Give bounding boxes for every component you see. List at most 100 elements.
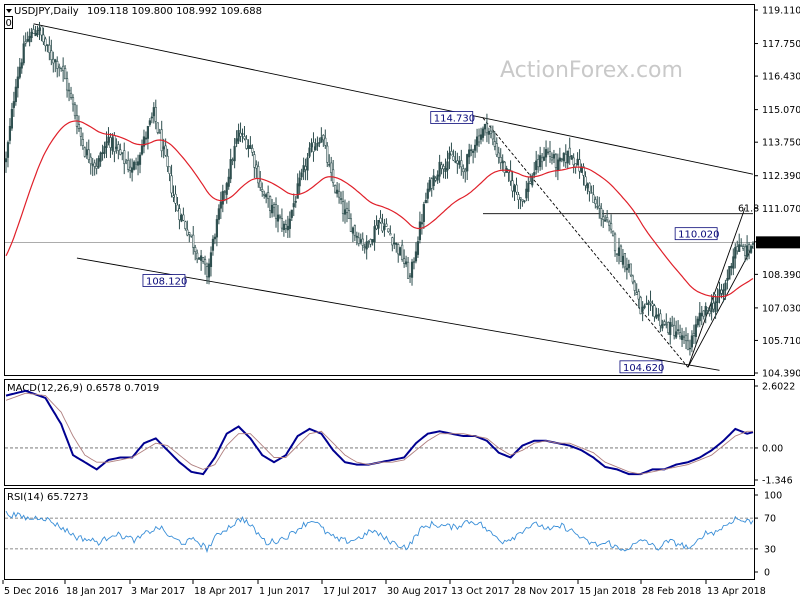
candle-body <box>229 159 232 180</box>
candle-body <box>123 150 126 164</box>
candle-body <box>730 265 733 268</box>
candle-body <box>592 194 595 203</box>
candle-body <box>665 324 668 326</box>
candle-body <box>533 172 536 176</box>
candle-body <box>383 226 386 230</box>
candle-body <box>105 141 108 148</box>
candle-body <box>263 193 266 196</box>
candle-body <box>95 166 98 169</box>
candle-body <box>146 126 150 139</box>
candle-body <box>389 233 392 236</box>
annotation-box <box>430 111 474 124</box>
candle-body <box>740 245 743 247</box>
candle-body <box>373 226 376 243</box>
candle-body <box>64 68 67 80</box>
candle-body <box>716 297 719 303</box>
candle-body <box>568 147 571 157</box>
candle-body <box>16 76 19 89</box>
candle-body <box>515 184 518 193</box>
candle-body <box>131 167 134 173</box>
candle-body <box>458 160 461 165</box>
candle-body <box>255 164 258 169</box>
candle-body <box>330 162 333 173</box>
candle-body <box>473 144 477 151</box>
candle-body <box>708 310 711 315</box>
candle-body <box>406 261 410 279</box>
candle-body <box>444 168 447 173</box>
candle-body <box>426 188 429 199</box>
candle-body <box>357 237 360 244</box>
candle-body <box>304 166 307 170</box>
candle-body <box>609 223 613 230</box>
candle-body <box>588 182 591 192</box>
candle-body <box>353 225 356 236</box>
candle-body <box>239 132 242 137</box>
date-tick-label: 18 Jan 2017 <box>66 586 123 597</box>
candle-body <box>272 204 276 208</box>
candle-body <box>34 33 37 37</box>
watermark: ActionForex.com <box>500 58 683 83</box>
candle-body <box>162 146 165 150</box>
candle-body <box>499 157 502 163</box>
candle-body <box>598 205 601 209</box>
top-left-marker: 0 <box>6 18 12 29</box>
candle-body <box>657 314 660 317</box>
candle-body <box>125 160 128 164</box>
rsi-title: RSI(14) 65.7273 <box>7 492 88 503</box>
fibo-projection-line <box>482 117 689 368</box>
candle-body <box>454 161 457 163</box>
collapse-arrow-icon[interactable] <box>6 9 12 13</box>
candle-body <box>501 160 504 164</box>
candle-body <box>164 145 167 156</box>
candle-body <box>334 185 337 193</box>
candle-body <box>6 142 10 158</box>
candle-body <box>576 158 579 166</box>
candle-body <box>278 215 282 218</box>
candle-body <box>649 301 652 303</box>
candle-body <box>393 242 396 245</box>
candle-body <box>428 180 431 191</box>
candle-body <box>416 241 420 255</box>
candle-body <box>690 335 694 348</box>
candle-body <box>178 208 181 221</box>
candle-body <box>91 164 94 166</box>
candle-body <box>148 120 151 125</box>
candle-body <box>639 297 642 315</box>
candle-body <box>611 230 615 237</box>
candle-body <box>81 139 84 146</box>
candle-body <box>744 246 747 256</box>
candle-body <box>663 321 666 325</box>
candle-body <box>302 165 305 173</box>
candle-body <box>448 152 451 160</box>
candle-body <box>87 149 90 160</box>
candle-body <box>643 305 646 308</box>
macd-line <box>5 389 754 476</box>
candle-body <box>432 175 435 187</box>
last-price-box <box>756 236 800 249</box>
price-tick-label: 105.710 <box>762 336 800 347</box>
candle-body <box>452 156 455 161</box>
candle-body <box>326 145 329 163</box>
candle-body <box>440 164 443 169</box>
candle-body <box>606 217 609 221</box>
candle-body <box>746 245 749 257</box>
candle-body <box>466 154 469 172</box>
candle-body <box>560 158 563 161</box>
candle-body <box>261 189 264 192</box>
candle-body <box>651 303 654 307</box>
candle-body <box>133 161 136 170</box>
candle-body <box>77 124 81 129</box>
candle-body <box>541 157 544 163</box>
top-left-marker-box <box>4 16 13 29</box>
candle-body <box>345 207 349 213</box>
candle-body <box>582 166 585 176</box>
candle-body <box>430 178 433 189</box>
candle-body <box>209 252 213 267</box>
candle-body <box>391 237 394 246</box>
candle-body <box>442 166 445 170</box>
candle-body <box>142 136 146 147</box>
candle-body <box>83 147 86 157</box>
date-tick-label: 30 Aug 2017 <box>387 586 448 597</box>
candle-body <box>542 156 546 161</box>
candle-body <box>194 247 197 252</box>
